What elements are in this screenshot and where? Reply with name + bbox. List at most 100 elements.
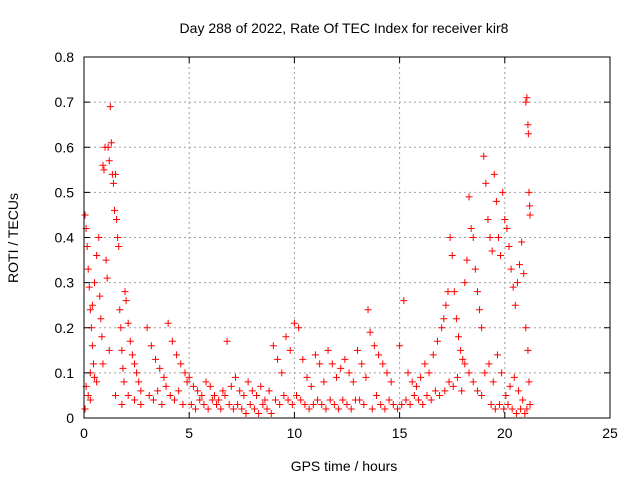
data-point [240,391,248,399]
y-tick-label: 0.6 [55,139,75,155]
data-point [442,301,450,309]
data-point [337,364,345,372]
data-point [501,215,509,223]
data-point [246,400,254,408]
data-point [143,324,151,332]
data-point [290,319,298,327]
y-tick-label: 0.3 [55,275,75,291]
y-tick-label: 0.2 [55,320,75,336]
data-point [130,360,138,368]
data-point [106,103,114,111]
data-point [200,400,208,408]
data-point [130,396,138,404]
x-tick-label: 20 [497,425,513,441]
data-point [257,382,265,390]
data-point [457,346,465,354]
data-point [107,139,115,147]
data-point [480,152,488,160]
data-point [156,364,164,372]
data-point [421,360,429,368]
data-point [379,360,387,368]
data-point [202,378,210,386]
data-point [118,346,126,354]
data-point [505,243,513,251]
data-point [299,355,307,363]
data-point [115,243,123,251]
data-point [484,215,492,223]
y-tick-label: 0.1 [55,365,75,381]
data-point [341,355,349,363]
data-point [526,211,534,219]
data-point [145,391,153,399]
data-point [345,369,353,377]
data-point [400,297,408,305]
data-point [109,179,117,187]
data-point [280,391,288,399]
data-point [490,170,498,178]
data-point [81,211,89,219]
data-point [324,346,332,354]
data-point [311,351,319,359]
data-point [500,405,508,413]
data-point [330,400,338,408]
data-point [444,288,452,296]
data-point [485,360,493,368]
data-point [219,387,227,395]
data-point [465,369,473,377]
data-point [278,369,286,377]
y-tick-label: 0.7 [55,94,75,110]
data-point [387,378,395,386]
data-point [105,157,113,165]
data-point [84,265,92,273]
data-point [99,360,107,368]
data-point [473,288,481,296]
data-point [95,234,103,241]
data-point [349,378,357,386]
data-point [513,279,521,287]
data-point [436,391,444,399]
data-point [440,315,448,323]
data-point [135,378,143,386]
data-point [425,369,433,377]
data-point [471,265,479,273]
data-point [198,391,206,399]
data-point [433,337,441,345]
data-point [91,373,99,381]
data-point [469,234,477,241]
data-point [389,400,397,408]
y-tick-label: 0.8 [55,49,75,65]
data-point [231,373,239,381]
data-point [524,346,532,354]
data-point [189,382,197,390]
data-point [113,215,121,223]
data-point [431,387,439,395]
data-point [160,373,168,381]
data-point [446,234,454,241]
data-point [423,391,431,399]
data-point [402,396,410,404]
data-point [96,292,104,300]
data-point [305,405,313,413]
data-point [360,400,368,408]
data-point [121,288,129,296]
data-point [481,369,489,377]
data-point [448,252,456,260]
data-point [364,306,372,314]
data-point [356,396,364,404]
y-axis-label: ROTI / TECUs [5,193,21,283]
data-point [91,279,99,287]
data-point [194,387,202,395]
data-point [238,405,246,413]
data-point [255,409,263,417]
data-point [158,400,166,408]
data-point [234,400,242,408]
data-point [244,378,252,386]
data-point [419,400,427,408]
data-point [259,400,267,408]
data-point [118,400,126,408]
data-point [133,369,141,377]
data-point [328,360,336,368]
data-point [175,387,183,395]
data-point [242,409,250,417]
data-point [265,387,273,395]
